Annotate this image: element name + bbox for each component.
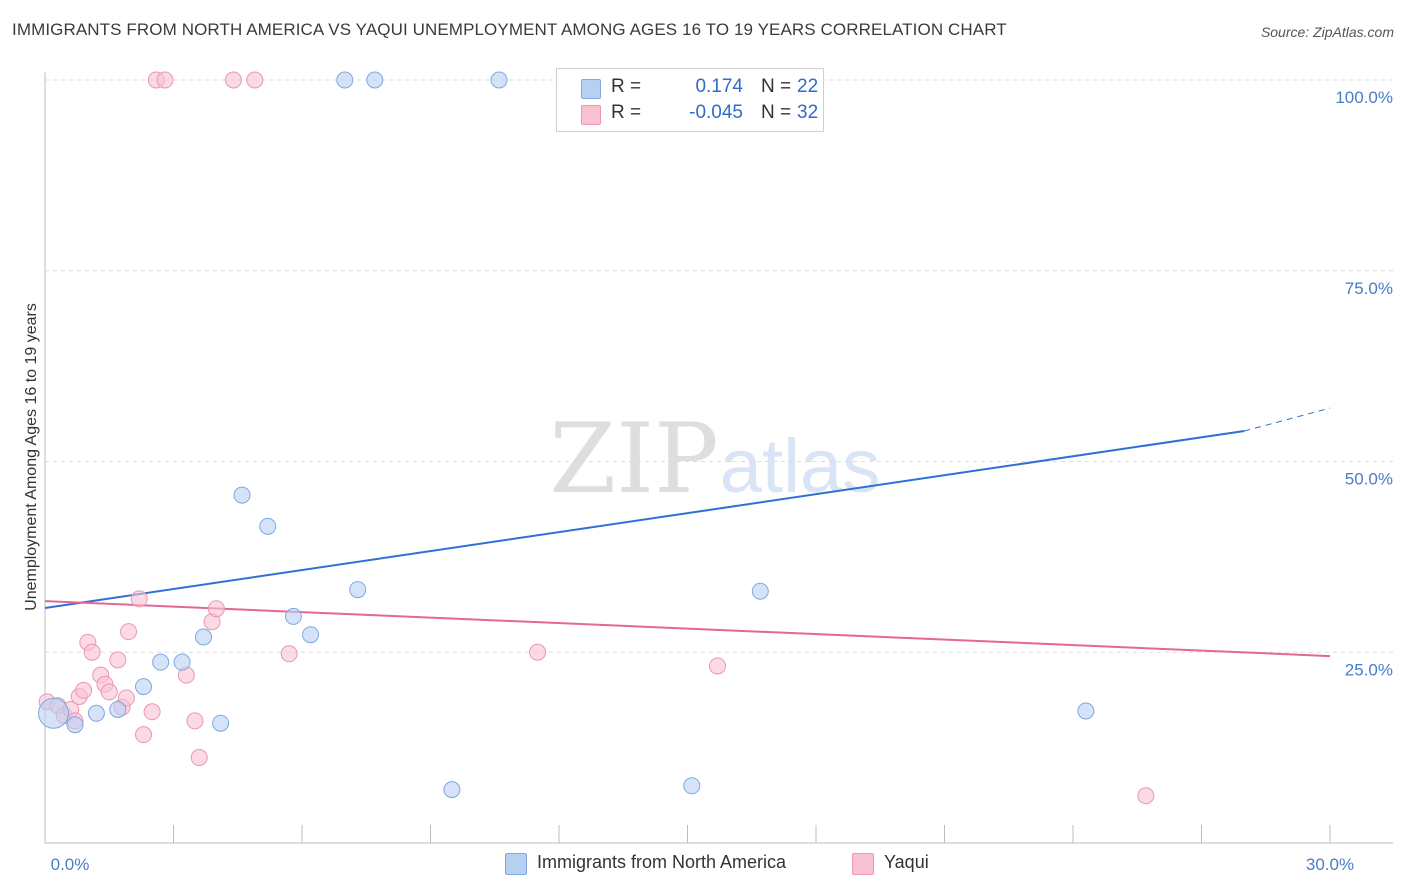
bottom-legend-label: Yaqui bbox=[884, 852, 929, 872]
source-credit: Source: ZipAtlas.com bbox=[1260, 24, 1394, 40]
point-yaqui bbox=[186, 712, 204, 730]
point-north-america bbox=[366, 71, 384, 89]
legend-swatch-pink bbox=[581, 105, 601, 125]
point-yaqui bbox=[83, 643, 101, 661]
point-north-america bbox=[152, 653, 170, 671]
legend-r-label: R = bbox=[611, 76, 642, 97]
point-yaqui bbox=[109, 651, 127, 669]
legend-r-value: -0.045 bbox=[689, 102, 743, 123]
chart-title: IMMIGRANTS FROM NORTH AMERICA VS YAQUI U… bbox=[12, 20, 1007, 39]
point-yaqui bbox=[117, 689, 135, 707]
point-yaqui bbox=[529, 643, 547, 661]
x-tick-label-max: 30.0% bbox=[1306, 855, 1354, 874]
y-tick-label: 25.0% bbox=[1345, 660, 1393, 679]
y-tick-label: 100.0% bbox=[1335, 88, 1393, 107]
watermark-atlas: atlas bbox=[720, 424, 881, 509]
point-north-america bbox=[135, 678, 153, 696]
y-axis-label: Unemployment Among Ages 16 to 19 years bbox=[23, 303, 40, 611]
x-tick-label-min: 0.0% bbox=[51, 855, 90, 874]
point-yaqui bbox=[130, 590, 148, 608]
point-yaqui bbox=[1137, 787, 1155, 805]
point-north-america bbox=[194, 628, 212, 646]
point-yaqui bbox=[207, 600, 225, 618]
bottom-legend-swatch-blue bbox=[505, 853, 527, 875]
point-yaqui bbox=[224, 71, 242, 89]
point-yaqui bbox=[708, 657, 726, 675]
point-north-america bbox=[38, 697, 70, 729]
bottom-legend-label: Immigrants from North America bbox=[537, 852, 787, 872]
trendline-north-america-extension bbox=[1244, 407, 1331, 432]
point-north-america bbox=[349, 581, 367, 599]
point-north-america bbox=[751, 582, 769, 600]
point-yaqui bbox=[190, 749, 208, 767]
watermark-zip: ZIP bbox=[549, 403, 718, 515]
point-north-america bbox=[302, 626, 320, 644]
point-north-america bbox=[284, 607, 302, 625]
grid-layer bbox=[45, 79, 1393, 653]
legend-n-label: N = bbox=[761, 102, 792, 123]
legend-n-value: 32 bbox=[797, 102, 819, 123]
point-north-america bbox=[336, 71, 354, 89]
legend-swatch-blue bbox=[581, 79, 601, 99]
legend-r-label: R = bbox=[611, 102, 642, 123]
trend-lines bbox=[44, 407, 1331, 658]
trendline-yaqui bbox=[44, 600, 1331, 658]
trendline-north-america bbox=[44, 429, 1245, 609]
point-north-america bbox=[66, 716, 84, 734]
point-yaqui bbox=[246, 71, 264, 89]
y-tick-label: 75.0% bbox=[1345, 279, 1393, 298]
point-north-america bbox=[109, 700, 127, 718]
point-yaqui bbox=[156, 71, 174, 89]
point-north-america bbox=[683, 777, 701, 795]
point-yaqui bbox=[280, 645, 298, 663]
x-ticks bbox=[44, 825, 1331, 843]
point-north-america bbox=[443, 781, 461, 799]
point-yaqui bbox=[100, 683, 118, 701]
point-yaqui bbox=[120, 623, 138, 641]
point-north-america bbox=[233, 486, 251, 504]
point-north-america bbox=[1077, 702, 1095, 720]
y-tick-label: 50.0% bbox=[1345, 470, 1393, 489]
point-north-america bbox=[87, 704, 105, 722]
point-yaqui bbox=[75, 681, 93, 699]
legend-n-value: 22 bbox=[797, 76, 819, 97]
legend-n-label: N = bbox=[761, 76, 792, 97]
point-north-america bbox=[212, 714, 230, 732]
legend-r-value: 0.174 bbox=[695, 76, 743, 97]
bottom-legend-swatch-pink bbox=[852, 853, 874, 875]
point-yaqui bbox=[143, 703, 161, 721]
y-tick-labels: 100.0% 75.0% 50.0% 25.0% bbox=[1335, 88, 1393, 679]
point-north-america bbox=[259, 517, 277, 535]
point-north-america bbox=[490, 71, 508, 89]
point-north-america bbox=[173, 653, 191, 671]
point-yaqui bbox=[135, 726, 153, 744]
stats-legend: R = 0.174 N = 22 R = -0.045 N = 32 bbox=[556, 68, 824, 132]
